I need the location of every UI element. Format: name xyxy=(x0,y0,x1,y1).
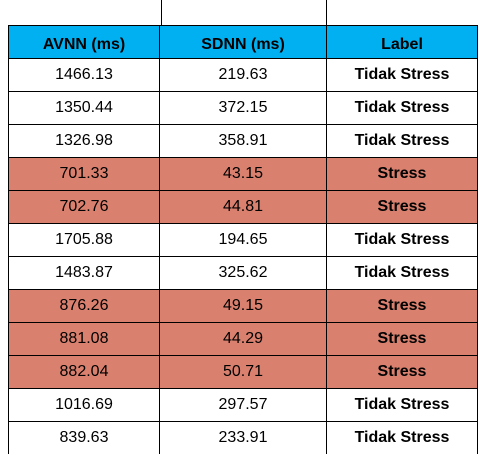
cell-label[interactable]: Tidak Stress xyxy=(327,257,478,290)
cell-label[interactable]: Stress xyxy=(327,191,478,224)
cell-avnn[interactable]: 1483.87 xyxy=(9,257,160,290)
header-row: AVNN (ms) SDNN (ms) Label xyxy=(9,26,478,59)
cell-sdnn[interactable]: 219.63 xyxy=(160,59,327,92)
cell-avnn[interactable]: 701.33 xyxy=(9,158,160,191)
column-divider-stub xyxy=(326,0,327,25)
cell-sdnn[interactable]: 194.65 xyxy=(160,224,327,257)
cell-avnn[interactable]: 702.76 xyxy=(9,191,160,224)
cell-label[interactable]: Tidak Stress xyxy=(327,389,478,422)
cell-avnn[interactable]: 1326.98 xyxy=(9,125,160,158)
cell-sdnn[interactable]: 372.15 xyxy=(160,92,327,125)
cell-avnn[interactable]: 1016.69 xyxy=(9,389,160,422)
cell-avnn[interactable]: 1350.44 xyxy=(9,92,160,125)
cell-label[interactable]: Tidak Stress xyxy=(327,422,478,454)
cell-avnn[interactable]: 881.08 xyxy=(9,323,160,356)
cell-sdnn[interactable]: 233.91 xyxy=(160,422,327,454)
column-divider-stub xyxy=(161,0,162,25)
cell-label[interactable]: Tidak Stress xyxy=(327,59,478,92)
cell-sdnn[interactable]: 325.62 xyxy=(160,257,327,290)
header-label[interactable]: Label xyxy=(327,26,478,59)
cell-label[interactable]: Tidak Stress xyxy=(327,224,478,257)
cell-avnn[interactable]: 876.26 xyxy=(9,290,160,323)
cell-sdnn[interactable]: 49.15 xyxy=(160,290,327,323)
cell-sdnn[interactable]: 44.81 xyxy=(160,191,327,224)
cell-sdnn[interactable]: 43.15 xyxy=(160,158,327,191)
cell-sdnn[interactable]: 44.29 xyxy=(160,323,327,356)
cell-avnn[interactable]: 882.04 xyxy=(9,356,160,389)
header-avnn[interactable]: AVNN (ms) xyxy=(9,26,160,59)
cell-avnn[interactable]: 1705.88 xyxy=(9,224,160,257)
cell-label[interactable]: Stress xyxy=(327,323,478,356)
cell-label[interactable]: Stress xyxy=(327,290,478,323)
cell-avnn[interactable]: 1466.13 xyxy=(9,59,160,92)
cell-label[interactable]: Tidak Stress xyxy=(327,92,478,125)
cell-label[interactable]: Tidak Stress xyxy=(327,125,478,158)
cell-sdnn[interactable]: 358.91 xyxy=(160,125,327,158)
cell-label[interactable]: Stress xyxy=(327,158,478,191)
header-sdnn[interactable]: SDNN (ms) xyxy=(160,26,327,59)
cell-sdnn[interactable]: 297.57 xyxy=(160,389,327,422)
cell-label[interactable]: Stress xyxy=(327,356,478,389)
cell-avnn[interactable]: 839.63 xyxy=(9,422,160,454)
cell-sdnn[interactable]: 50.71 xyxy=(160,356,327,389)
